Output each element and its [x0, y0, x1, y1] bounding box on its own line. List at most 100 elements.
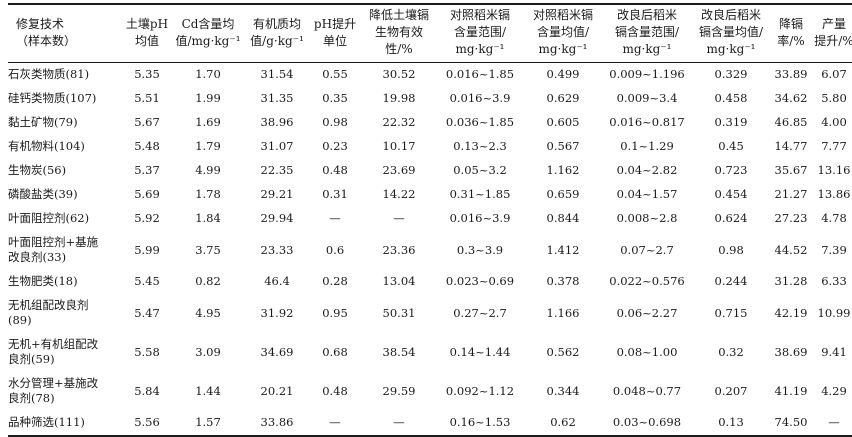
value-cell: 14.77 — [774, 139, 808, 153]
technique-name-line: 石灰类物质(81) — [8, 67, 90, 81]
technique-name-line: 有机物料(104) — [8, 139, 85, 153]
value-cell: 22.35 — [260, 163, 294, 177]
value-cell: 74.50 — [772, 411, 810, 437]
value-cell: 5.45 — [134, 274, 160, 288]
value-cell: 5.35 — [134, 67, 160, 81]
technique-name-cell: 生物肥类(18) — [8, 270, 122, 294]
technique-name-line: 无机+有机组配改 — [8, 337, 99, 351]
header-row: 修复技术 （样本数） 土壤pH 均值 Cd含量均 值/mg·kg⁻¹ 有机质均 值/g·kg⁻… — [8, 3, 852, 63]
column-header-line: 产量 — [821, 16, 846, 31]
technique-name-cell: 叶面阻控剂(62) — [8, 207, 122, 231]
technique-name-line: 品种筛选(111) — [8, 415, 85, 429]
value-cell: 0.562 — [546, 344, 580, 359]
value-cell: 0.08~1.00 — [616, 344, 678, 359]
value-cell: 4.99 — [195, 163, 221, 177]
value-cell: 0.1~1.29 — [620, 139, 674, 153]
table-row: 叶面阻控剂(62) 5.92 1.84 29.94 — — 0.016~3.9 0.844 0.… — [8, 207, 852, 231]
value-cell: 0.23 — [322, 139, 348, 153]
value-cell: 5.48 — [134, 139, 160, 153]
column-header-4: pH提升 单位 — [310, 3, 360, 63]
value-cell: 0.048~0.77 — [612, 383, 682, 398]
value-cell: 1.166 — [546, 305, 580, 320]
technique-name-line: 无机组配改良剂 — [8, 298, 89, 312]
column-header-line: Cd含量均 — [181, 16, 235, 31]
technique-name-line: 良剂(78) — [8, 391, 55, 405]
value-cell: 0.567 — [546, 139, 580, 153]
column-header-line: 改良后稻米 — [700, 8, 761, 22]
value-cell: 31.54 — [260, 67, 294, 81]
value-cell: 7.77 — [821, 139, 847, 153]
value-cell: 0.6 — [325, 242, 345, 257]
table-row: 生物肥类(18) 5.45 0.82 46.4 0.28 13.04 0.023~0.69 0… — [8, 270, 852, 294]
value-cell: 9.41 — [821, 344, 847, 359]
value-cell: 0.629 — [546, 91, 580, 105]
value-cell: 0.723 — [714, 163, 748, 177]
technique-name-cell: 有机物料(104) — [8, 135, 122, 159]
value-cell: 42.19 — [774, 305, 808, 320]
value-cell: 23.36 — [382, 242, 416, 257]
value-cell: 0.624 — [714, 211, 748, 225]
column-header-line: 镉含量范围/ — [614, 25, 680, 39]
table-header: 修复技术 （样本数） 土壤pH 均值 Cd含量均 值/mg·kg⁻¹ 有机质均 值/g·kg⁻… — [8, 3, 852, 63]
value-cell: 31.92 — [260, 305, 294, 320]
value-cell: 3.09 — [195, 344, 221, 359]
value-cell: 0.04~1.57 — [616, 187, 678, 201]
table-row: 水分管理+基施改 良剂(78) 5.84 1.44 20.21 0.48 29.59 0.09… — [8, 372, 852, 411]
value-cell: 0.06~2.27 — [616, 305, 678, 320]
value-cell: 0.458 — [714, 91, 748, 105]
table-row: 叶面阻控剂+基施 改良剂(33) 5.99 3.75 23.33 0.6 23.36 0.3~… — [8, 231, 852, 270]
value-cell: 3.75 — [195, 242, 221, 257]
value-cell: — — [360, 411, 438, 437]
value-cell: — — [329, 211, 341, 225]
value-cell: 38.96 — [260, 115, 294, 129]
technique-name-line: 生物炭(56) — [8, 163, 67, 177]
remediation-comparison-table: 修复技术 （样本数） 土壤pH 均值 Cd含量均 值/mg·kg⁻¹ 有机质均 值/g·kg⁻… — [8, 3, 852, 437]
column-header-line: pH提升 — [313, 16, 357, 31]
value-cell: 5.80 — [821, 91, 847, 105]
column-header-1: 土壤pH 均值 — [122, 3, 172, 63]
technique-name-cell: 硅钙类物质(107) — [8, 87, 122, 111]
table-row: 品种筛选(111) 5.56 1.57 33.86— —0.16~1.53 0.62 0.0… — [8, 411, 852, 437]
value-cell: 0.28 — [322, 274, 348, 288]
column-header-11: 产量 提升/% — [810, 3, 852, 63]
value-cell: 22.32 — [382, 115, 416, 129]
value-cell: 0.659 — [546, 187, 580, 201]
value-cell: 0.329 — [714, 67, 748, 81]
value-cell: 44.52 — [774, 242, 808, 257]
value-cell: 29.94 — [260, 211, 294, 225]
value-cell: 23.69 — [382, 163, 416, 177]
value-cell: 0.244 — [714, 274, 748, 288]
value-cell: 14.22 — [382, 187, 416, 201]
value-cell: 20.21 — [260, 383, 294, 398]
technique-name-line: 黏土矿物(79) — [8, 115, 78, 129]
column-header-10: 降镉 率/% — [772, 3, 810, 63]
value-cell: 0.605 — [546, 115, 580, 129]
column-header-line: 值/g·kg⁻¹ — [250, 33, 304, 48]
value-cell: 13.16 — [817, 163, 851, 177]
value-cell: 0.022~0.576 — [609, 274, 685, 288]
value-cell: — — [393, 211, 405, 225]
value-cell: 10.99 — [817, 305, 851, 320]
technique-name-line: (89) — [8, 313, 32, 327]
value-cell: 1.78 — [195, 187, 221, 201]
value-cell: 0.98 — [718, 242, 744, 257]
column-header-line: 率/% — [777, 33, 805, 48]
value-cell: 0.31~1.85 — [449, 187, 511, 201]
technique-name-cell: 磷酸盐类(39) — [8, 183, 122, 207]
technique-name-line: 生物肥类(18) — [8, 274, 78, 288]
value-cell: 5.47 — [134, 305, 160, 320]
column-header-line: 生物有效 — [374, 25, 423, 39]
table-row: 石灰类物质(81) 5.35 1.70 31.54 0.55 30.52 0.016~1.8… — [8, 63, 852, 88]
table-row: 有机物料(104) 5.48 1.79 31.07 0.23 10.17 0.13~2.3 0… — [8, 135, 852, 159]
value-cell: 41.19 — [774, 383, 808, 398]
value-cell: 27.23 — [774, 211, 808, 225]
value-cell: 0.13~2.3 — [453, 139, 507, 153]
value-cell: 1.412 — [546, 242, 580, 257]
table-body: 石灰类物质(81) 5.35 1.70 31.54 0.55 30.52 0.016~1.8… — [8, 63, 852, 437]
value-cell: 38.54 — [382, 344, 416, 359]
value-cell: 23.33 — [260, 242, 294, 257]
value-cell: 4.95 — [195, 305, 221, 320]
value-cell: 31.07 — [260, 139, 294, 153]
value-cell: 5.99 — [134, 242, 160, 257]
value-cell: 29.21 — [260, 187, 294, 201]
